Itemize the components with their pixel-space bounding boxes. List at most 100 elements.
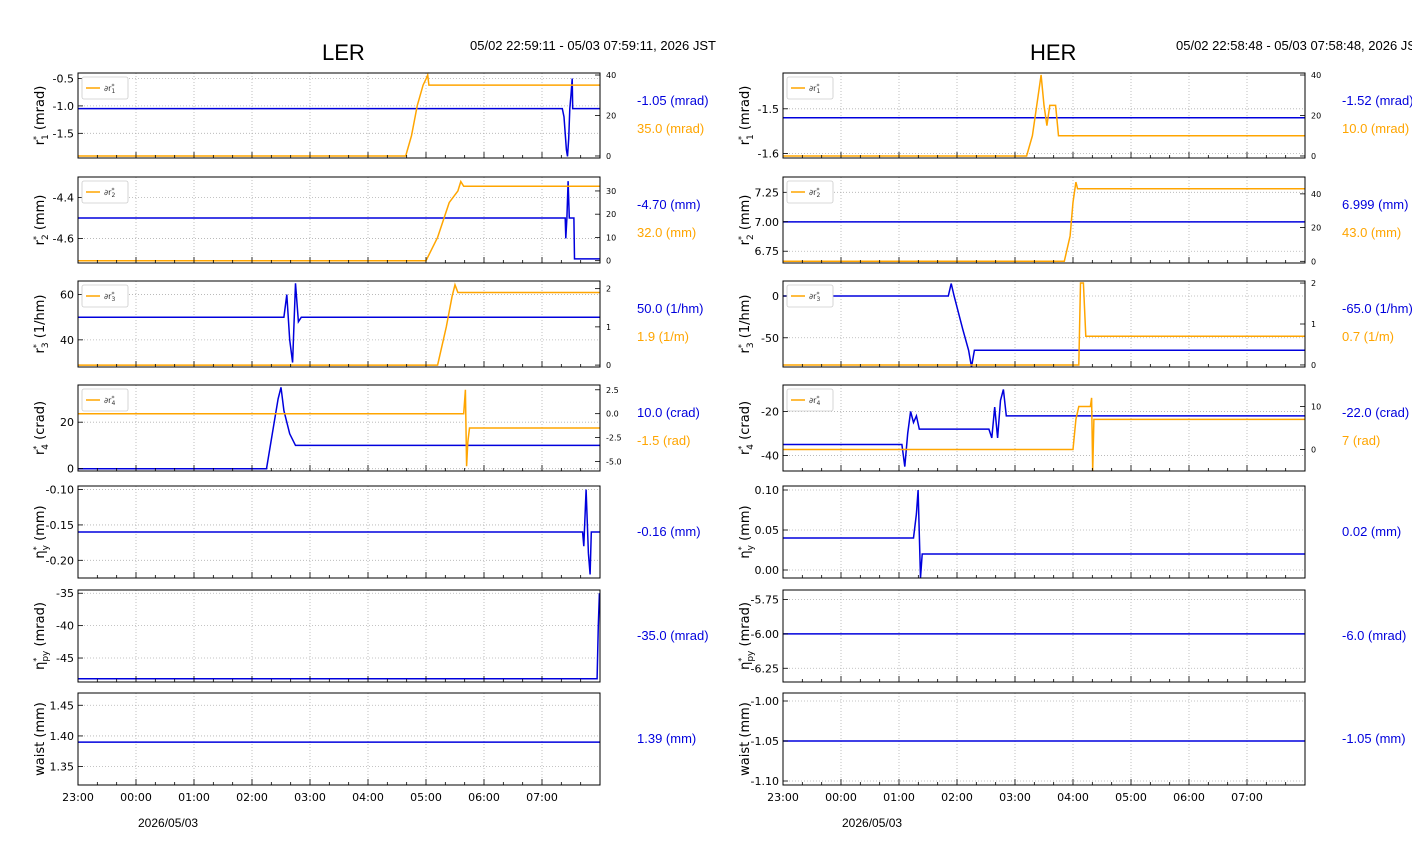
ler-panel-2: -4.6 -4.4 0 10 20 30 r*2 (mm) ∂r* 2 bbox=[32, 176, 616, 266]
her-readout-3-secondary: 0.7 (1/m) bbox=[1342, 329, 1395, 344]
ler-x-tick-label: 07:00 bbox=[526, 791, 558, 804]
her-readout-2-secondary: 43.0 (mm) bbox=[1342, 225, 1402, 240]
y-axis-label: r*1 (mrad) bbox=[737, 86, 756, 146]
her-panel-3: -50 0 0 1 2 r*3 (1/hm) ∂r* 3 bbox=[737, 279, 1316, 370]
y-tick-label: -1.5 bbox=[758, 103, 779, 116]
ler-time-range: 05/02 22:59:11 - 05/03 07:59:11, 2026 JS… bbox=[470, 38, 716, 53]
legend: ∂r* 1 bbox=[81, 76, 129, 100]
y-axis-label: η*y (mm) bbox=[737, 505, 756, 558]
plot-frame bbox=[782, 176, 1306, 264]
y-tick-label: -0.10 bbox=[46, 484, 74, 497]
her-x-tick-label: 01:00 bbox=[883, 791, 915, 804]
y-tick-label: -1.05 bbox=[751, 735, 779, 748]
y-tick-label: -1.6 bbox=[758, 148, 779, 161]
ler-series-r2-right bbox=[78, 179, 600, 262]
legend-box bbox=[786, 388, 834, 412]
her-series-r4-left bbox=[783, 389, 1305, 467]
ler-series-r4-right bbox=[78, 389, 600, 467]
ler-x-tick-label: 03:00 bbox=[294, 791, 326, 804]
plot-frame bbox=[77, 692, 601, 786]
y2-tick-label: -5.0 bbox=[606, 457, 622, 466]
y2-tick-label: 40 bbox=[1311, 71, 1321, 80]
y-tick-label: 0.10 bbox=[755, 484, 780, 497]
ler-series-r1-left bbox=[78, 78, 600, 157]
y-tick-label: -6.00 bbox=[751, 628, 779, 641]
legend-label: ∂r* 2 bbox=[104, 187, 115, 199]
her-readout-1-secondary: 10.0 (mrad) bbox=[1342, 121, 1410, 136]
legend: ∂r* 1 bbox=[786, 76, 834, 100]
y-tick-label: 20 bbox=[60, 416, 74, 429]
ler-readout-7-primary: 1.39 (mm) bbox=[637, 731, 697, 746]
y2-tick-label: 20 bbox=[606, 112, 616, 121]
y-tick-label: -1.5 bbox=[53, 127, 74, 140]
ler-panel-1: -1.5 -1.0 -0.5 0 20 40 r*1 (mrad) ∂r* 1 bbox=[32, 71, 616, 161]
y-tick-label: 0 bbox=[67, 463, 74, 476]
legend: ∂r* 2 bbox=[786, 180, 834, 204]
y2-tick-label: 2.5 bbox=[606, 386, 619, 395]
ler-series-r2-left bbox=[78, 181, 600, 260]
legend-box bbox=[81, 76, 129, 100]
legend: ∂r* 3 bbox=[81, 284, 129, 308]
y2-tick-label: 1 bbox=[1311, 320, 1316, 329]
ler-readout-3-secondary: 1.9 (1/m) bbox=[637, 329, 690, 344]
legend-label: ∂r* 2 bbox=[809, 187, 820, 199]
her-x-tick-label: 03:00 bbox=[999, 791, 1031, 804]
y-tick-label: -45 bbox=[56, 652, 74, 665]
her-date-label: 2026/05/03 bbox=[842, 816, 903, 830]
her-readout-5-primary: 0.02 (mm) bbox=[1342, 524, 1402, 539]
ler-readout-2-primary: -4.70 (mm) bbox=[637, 197, 701, 212]
her-readout-3-primary: -65.0 (1/hm) bbox=[1342, 301, 1412, 316]
ler-x-tick-label: 05:00 bbox=[410, 791, 442, 804]
plot-frame bbox=[77, 176, 601, 264]
y-tick-label: 40 bbox=[60, 334, 74, 347]
her-x-tick-label: 00:00 bbox=[825, 791, 857, 804]
legend-label: ∂r* 1 bbox=[104, 83, 115, 95]
y2-tick-label: 20 bbox=[606, 210, 616, 219]
y-tick-label: -40 bbox=[761, 450, 779, 463]
y-axis-label: r*4 (crad) bbox=[32, 401, 51, 455]
y2-tick-label: 0 bbox=[1311, 361, 1316, 370]
legend-label: ∂r* 3 bbox=[809, 291, 820, 303]
her-series-r1-right bbox=[783, 74, 1305, 157]
her-series-r4-right bbox=[783, 397, 1305, 472]
y2-tick-label: -2.5 bbox=[606, 434, 622, 443]
her-title: HER bbox=[1030, 40, 1077, 65]
y-tick-label: 7.25 bbox=[755, 186, 780, 199]
ler-panel-4: 0 20 -5.0 -2.5 0.0 2.5 r*4 (crad) ∂r* 4 bbox=[32, 384, 622, 476]
plot-frame bbox=[782, 384, 1306, 472]
y-tick-label: 6.75 bbox=[755, 245, 780, 258]
plot-frame bbox=[782, 280, 1306, 368]
plot-frame bbox=[782, 72, 1306, 159]
legend-label: ∂r* 3 bbox=[104, 291, 115, 303]
y-tick-label: -40 bbox=[56, 620, 74, 633]
y2-tick-label: 40 bbox=[606, 71, 616, 80]
y-tick-label: -0.15 bbox=[46, 519, 74, 532]
y-tick-label: -1.00 bbox=[751, 695, 779, 708]
her-readout-4-secondary: 7 (rad) bbox=[1342, 433, 1381, 448]
her-series-r3-left bbox=[783, 283, 1305, 368]
her-readout-2-primary: 6.999 (mm) bbox=[1342, 197, 1409, 212]
y2-tick-label: 0.0 bbox=[606, 410, 619, 419]
y2-tick-label: 0 bbox=[606, 257, 611, 266]
y2-tick-label: 0 bbox=[1311, 446, 1316, 455]
ler-x-tick-label: 00:00 bbox=[120, 791, 152, 804]
her-readout-4-primary: -22.0 (crad) bbox=[1342, 405, 1410, 420]
y-axis-label: r*3 (1/hm) bbox=[32, 295, 51, 354]
her-x-tick-label: 02:00 bbox=[941, 791, 973, 804]
legend-box bbox=[786, 180, 834, 204]
her-series-r2-right bbox=[783, 181, 1305, 263]
y2-tick-label: 1 bbox=[606, 323, 611, 332]
her-series-y-left bbox=[783, 489, 1305, 579]
legend-box bbox=[81, 388, 129, 412]
y-tick-label: -4.6 bbox=[53, 232, 74, 245]
legend-box bbox=[786, 284, 834, 308]
her-x-tick-label: 04:00 bbox=[1057, 791, 1089, 804]
y-axis-label: r*2 (mm) bbox=[32, 195, 51, 246]
y-tick-label: -1.10 bbox=[751, 775, 779, 788]
y2-tick-label: 20 bbox=[1311, 224, 1321, 233]
ler-series-py-left bbox=[78, 593, 601, 680]
y2-tick-label: 0 bbox=[1311, 257, 1316, 266]
her-x-tick-label: 05:00 bbox=[1115, 791, 1147, 804]
her-panel-2: 6.75 7.00 7.25 0 20 40 r*2 (mm) ∂r* 2 bbox=[737, 176, 1321, 266]
